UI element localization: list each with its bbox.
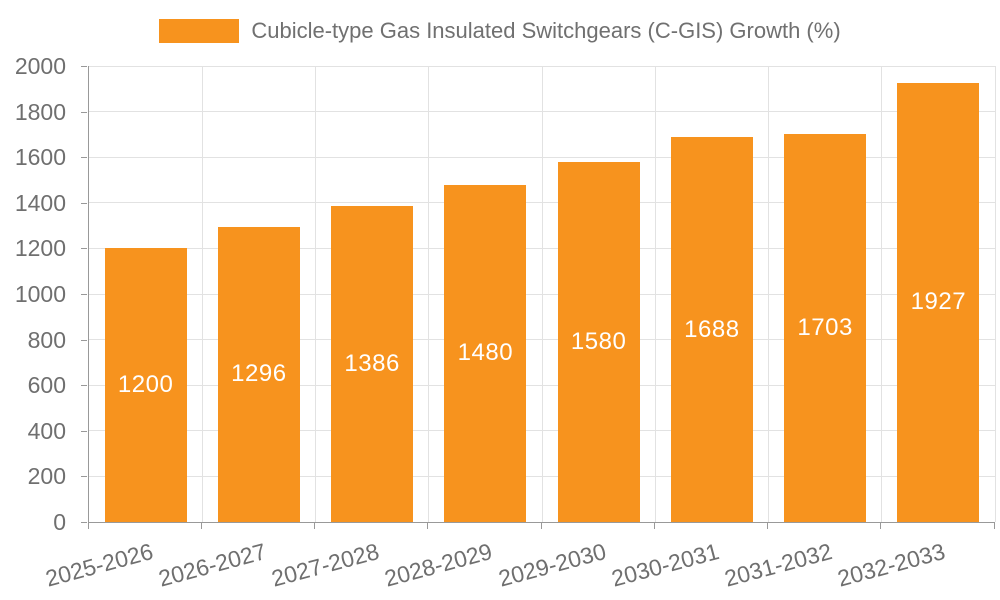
bar-value-label: 1927 <box>910 288 967 316</box>
y-axis-tick-mark <box>81 522 87 523</box>
bar-2025-2026[interactable]: 1200 <box>104 248 187 522</box>
y-axis-tick-mark <box>81 294 87 295</box>
gridline-vertical <box>881 66 883 522</box>
x-axis-tick-mark <box>314 523 315 529</box>
x-axis-labels: 2025-2026 2026-2027 2027-2028 2028-2029 2029… <box>42 530 994 600</box>
bar-2029-2030[interactable]: 1580 <box>557 161 640 522</box>
y-axis-tick-mark <box>81 430 87 432</box>
x-axis-tick-mark <box>200 523 202 529</box>
gridline-vertical <box>768 66 769 522</box>
gridline-vertical <box>654 66 656 522</box>
x-axis-tick-mark <box>427 523 429 529</box>
gridline-vertical <box>201 66 203 522</box>
bar-value-label: 1703 <box>797 313 853 341</box>
y-axis-tick-mark <box>81 339 87 341</box>
x-axis-tick-label: 2028-2029 <box>382 538 496 592</box>
x-axis-tick-label: 2027-2028 <box>268 538 382 592</box>
y-axis-tick-mark <box>81 385 87 387</box>
bar-2030-2031[interactable]: 1688 <box>670 137 753 522</box>
legend-swatch[interactable] <box>159 19 240 43</box>
bar-2027-2028[interactable]: 1386 <box>331 206 414 522</box>
y-axis-tick-mark <box>81 157 87 159</box>
y-axis-labels: 0 200 400 600 800 1000 1200 1400 1600 1800 2000 <box>0 54 70 534</box>
y-axis-tick-mark <box>81 66 87 67</box>
y-axis-tick-mark <box>81 476 87 478</box>
legend-label: Cubicle-type Gas Insulated Switchgears (… <box>251 18 841 43</box>
x-axis-tick-label: 2032-2033 <box>835 538 949 592</box>
plot-area: 1200 1296 1386 1480 1580 1688 1703 1927 <box>88 65 996 523</box>
y-axis-tick-label: 0 <box>53 509 66 535</box>
y-axis-tick-label: 1200 <box>14 235 66 262</box>
y-axis-tick-mark <box>81 202 87 204</box>
x-axis-tick-mark <box>993 523 995 529</box>
bar-value-label: 1688 <box>684 315 740 343</box>
x-axis-tick-mark <box>87 523 89 529</box>
bar-value-label: 1386 <box>344 350 400 377</box>
bar-2031-2032[interactable]: 1703 <box>784 133 867 522</box>
bar-value-label: 1296 <box>231 360 287 388</box>
bar-value-label: 1580 <box>570 327 627 355</box>
y-axis-tick-label: 1800 <box>14 98 66 125</box>
y-axis-tick-label: 600 <box>27 372 66 399</box>
x-axis-tick-label: 2031-2032 <box>721 538 835 592</box>
x-axis-tick-mark <box>540 523 542 529</box>
y-axis-tick-label: 200 <box>27 463 66 490</box>
bar-2026-2027[interactable]: 1296 <box>217 226 300 522</box>
gridline-vertical <box>994 66 996 522</box>
y-axis-tick-label: 1000 <box>14 281 66 307</box>
x-axis-tick-mark <box>880 523 882 529</box>
y-axis-tick-mark <box>81 111 87 113</box>
bar-value-label: 1200 <box>117 371 174 399</box>
gridline-vertical <box>315 66 316 522</box>
bar-2028-2029[interactable]: 1480 <box>444 184 527 522</box>
x-axis-tick-label: 2026-2027 <box>155 538 269 592</box>
x-axis-tick-mark <box>653 523 655 529</box>
x-axis-tick-mark <box>767 523 768 529</box>
legend[interactable]: Cubicle-type Gas Insulated Switchgears (… <box>0 16 1000 46</box>
y-axis-tick-label: 400 <box>27 417 66 444</box>
y-axis-tick-label: 800 <box>27 326 66 353</box>
y-axis-tick-mark <box>81 248 87 250</box>
bar-value-label: 1480 <box>457 339 514 367</box>
gridline-vertical <box>541 66 543 522</box>
y-axis-tick-label: 1600 <box>14 144 66 171</box>
x-axis-tick-label: 2025-2026 <box>42 538 156 592</box>
x-axis-tick-label: 2029-2030 <box>495 538 609 592</box>
x-axis-tick-label: 2030-2031 <box>608 538 722 592</box>
bar-2032-2033[interactable]: 1927 <box>897 82 980 522</box>
y-axis-tick-label: 2000 <box>14 53 66 79</box>
gridline-vertical <box>428 66 430 522</box>
y-axis-tick-label: 1400 <box>14 189 66 216</box>
